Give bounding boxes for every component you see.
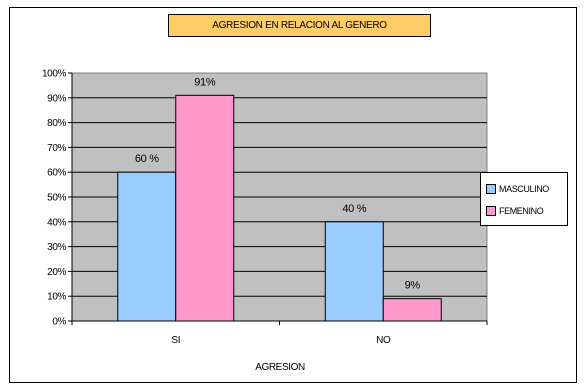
chart-title: AGRESION EN RELACION AL GENERO	[168, 14, 431, 37]
legend-label-femenino: FEMENINO	[499, 206, 544, 216]
y-tick-label: 80%	[47, 118, 66, 129]
legend-item-masculino: MASCULINO	[486, 183, 549, 195]
y-tick-label: 0%	[52, 317, 66, 328]
bar-femenino-no	[382, 298, 442, 322]
bar-femenino-si	[175, 94, 235, 322]
bar-masculino-si	[117, 171, 177, 322]
legend-swatch-femenino	[486, 206, 496, 216]
legend-label-masculino: MASCULINO	[499, 184, 549, 194]
legend: MASCULINO FEMENINO	[480, 172, 568, 226]
y-tick-label: 90%	[47, 93, 66, 104]
legend-item-femenino: FEMENINO	[486, 205, 544, 217]
bars	[117, 94, 442, 322]
data-label: 60 %	[135, 153, 159, 165]
y-tick-label: 70%	[47, 143, 66, 154]
x-tick-label: NO	[376, 335, 391, 346]
legend-swatch-masculino	[486, 184, 496, 194]
data-label: 9%	[405, 280, 421, 292]
data-label: 91%	[194, 76, 216, 88]
data-labels: 60 % 91% 40 % 9%	[135, 76, 421, 291]
y-tick-label: 30%	[47, 242, 66, 253]
data-label: 40 %	[342, 203, 366, 215]
y-tick-label: 60%	[47, 168, 66, 179]
y-tick-label: 20%	[47, 267, 66, 278]
x-axis-title: AGRESION	[255, 362, 305, 373]
y-tick-label: 50%	[47, 193, 66, 204]
y-tick-label: 100%	[42, 69, 66, 80]
y-tick-label: 10%	[47, 292, 66, 303]
y-tick-label: 40%	[47, 217, 66, 228]
bar-masculino-no	[324, 221, 384, 322]
x-tick-label: SI	[171, 335, 180, 346]
axis-ticks: 0% 10% 20% 30% 40% 50% 60% 70% 80% 90% 100% SI NO	[42, 69, 488, 346]
